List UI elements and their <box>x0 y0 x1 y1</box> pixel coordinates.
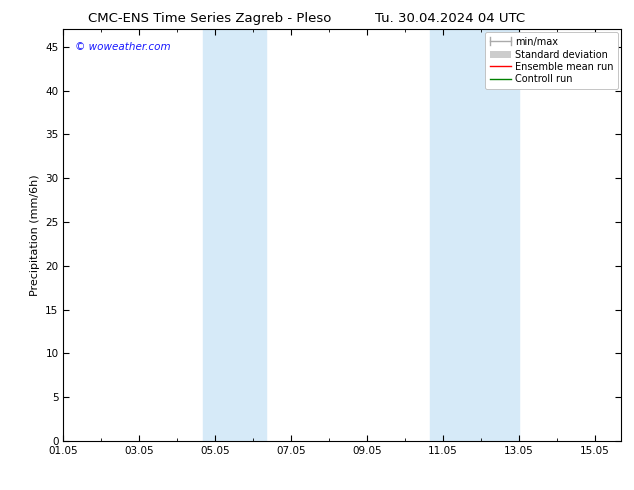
Text: Tu. 30.04.2024 04 UTC: Tu. 30.04.2024 04 UTC <box>375 12 525 25</box>
Y-axis label: Precipitation (mm/6h): Precipitation (mm/6h) <box>30 174 40 296</box>
Text: CMC-ENS Time Series Zagreb - Pleso: CMC-ENS Time Series Zagreb - Pleso <box>87 12 331 25</box>
Bar <box>203 29 266 441</box>
Bar <box>430 29 519 441</box>
Legend: min/max, Standard deviation, Ensemble mean run, Controll run: min/max, Standard deviation, Ensemble me… <box>485 32 618 89</box>
Text: © woweather.com: © woweather.com <box>75 42 170 52</box>
